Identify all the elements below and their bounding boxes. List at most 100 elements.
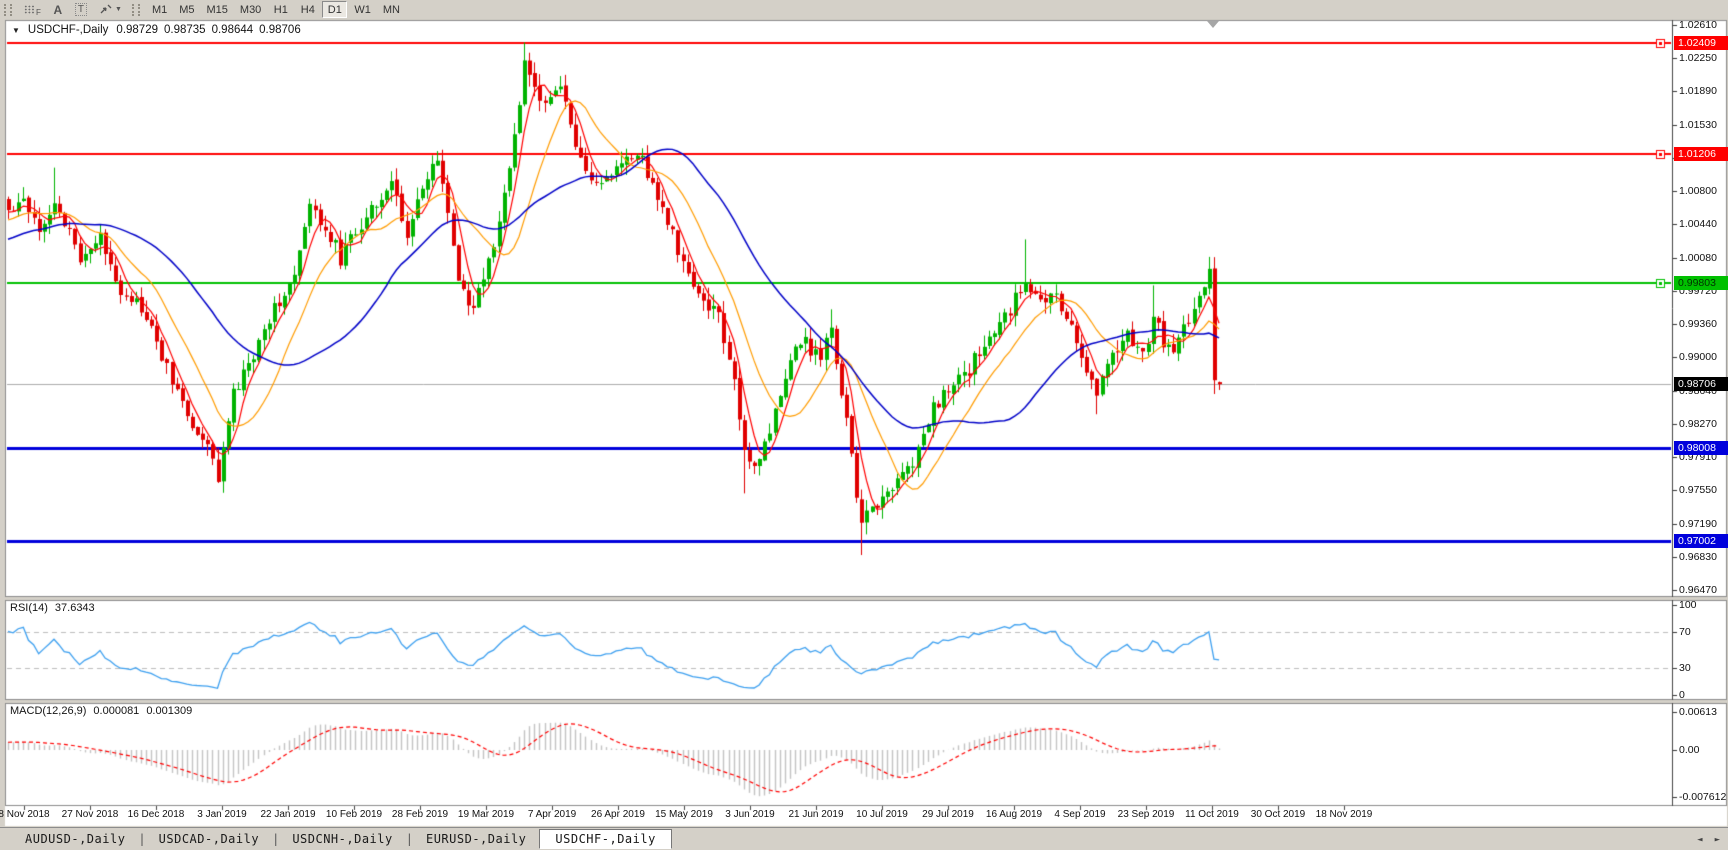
date-axis-label: 22 Jan 2019 [260, 809, 316, 820]
macd-main-value: 0.000081 [93, 705, 140, 717]
date-axis-label: 3 Jun 2019 [725, 809, 775, 820]
timeframe-button-h1[interactable]: H1 [273, 3, 288, 16]
price-axis-tick: 1.00800 [1679, 185, 1717, 198]
dot-grid-icon [24, 5, 35, 14]
rsi-axis-tick: 0 [1679, 689, 1685, 701]
chart-title: ▼ USDCHF-,Daily 0.98729 0.98735 0.98644 … [12, 24, 301, 36]
text-tool-label: T [74, 3, 87, 16]
timeframe-toolbar-grip-handle[interactable] [131, 3, 140, 16]
price-axis-tick: 0.97190 [1679, 517, 1717, 530]
timeframe-button-h4[interactable]: H4 [300, 3, 315, 16]
current-price-badge: 0.98706 [1674, 377, 1728, 392]
date-axis-label: 10 Feb 2019 [325, 809, 383, 820]
timeframe-button-group: M1 M5 M15 M30 H1 H4 D1 W1 MN [146, 1, 406, 18]
macd-signal-value: 0.001309 [146, 705, 193, 717]
tab-separator: | [272, 832, 280, 846]
level-price-badge: 0.98008 [1674, 441, 1728, 456]
macd-axis-tick: -0.007612 [1679, 791, 1727, 804]
high-value: 0.98735 [164, 24, 206, 36]
tab-scroll-controls: ◄ ► [1697, 835, 1720, 845]
ohlc-readout: 0.98729 0.98735 0.98644 0.98706 [116, 24, 300, 36]
level-price-badge: 1.02409 [1674, 36, 1728, 51]
level-price-badge: 0.99803 [1674, 276, 1728, 291]
level-price-badge: 0.97002 [1674, 534, 1728, 549]
date-axis-label: 21 Jun 2019 [788, 809, 844, 820]
price-axis-tick: 0.96830 [1679, 550, 1717, 563]
timeframe-button-m15[interactable]: M15 [206, 3, 228, 16]
price-axis-tick: 0.99000 [1679, 351, 1717, 364]
date-axis-label: 16 Dec 2018 [127, 809, 185, 820]
symbol-tab-usdcad[interactable]: USDCAD-,Daily [158, 832, 260, 846]
price-axis-tick: 1.01530 [1679, 118, 1717, 131]
date-axis-label: 3 Jan 2019 [197, 809, 247, 820]
symbol-tab-bar: AUDUSD-,Daily | USDCAD-,Daily | USDCNH-,Dail… [0, 827, 1728, 850]
timeframe-button-m5[interactable]: M5 [179, 3, 195, 16]
timeframe-button-w1[interactable]: W1 [354, 3, 371, 16]
date-axis-label: 8 Nov 2018 [0, 809, 50, 820]
price-axis-tick: 0.96470 [1679, 584, 1717, 596]
tab-separator: | [405, 832, 413, 846]
date-axis-label: 16 Aug 2019 [985, 809, 1043, 820]
date-axis-label: 18 Nov 2019 [1315, 809, 1373, 820]
tab-scroll-left-button[interactable]: ◄ [1697, 835, 1703, 845]
rsi-pane-label: RSI(14) 37.6343 [10, 602, 95, 614]
symbol-grid-icon[interactable]: F [19, 1, 46, 18]
date-axis-label: 19 Mar 2019 [457, 809, 515, 820]
tab-separator: | [138, 832, 146, 846]
price-axis-tick: 1.02250 [1679, 52, 1717, 65]
symbol-tab-usdchf[interactable]: USDCHF-,Daily [539, 829, 672, 849]
rsi-axis-tick: 30 [1679, 662, 1691, 674]
one-click-trading-toggle-icon[interactable]: ▼ [12, 25, 20, 35]
date-axis-label: 10 Jul 2019 [856, 809, 908, 820]
macd-axis-tick: 0.00 [1679, 744, 1700, 756]
date-axis-label: 29 Jul 2019 [922, 809, 974, 820]
date-axis-label: 7 Apr 2019 [527, 809, 577, 820]
toolbar-grip-handle[interactable] [4, 3, 12, 16]
date-axis-label: 15 May 2019 [655, 809, 713, 820]
date-axis-label: 30 Oct 2019 [1250, 809, 1306, 820]
date-axis-label: 4 Sep 2019 [1054, 809, 1106, 820]
rsi-value: 37.6343 [54, 602, 95, 614]
date-axis-label: 28 Feb 2019 [391, 809, 449, 820]
font-tool-button[interactable]: A [48, 1, 68, 18]
timeframe-button-mn[interactable]: MN [382, 3, 400, 16]
date-axis-label: 11 Oct 2019 [1185, 809, 1239, 820]
date-axis-label: 27 Nov 2018 [61, 809, 119, 820]
font-tool-label: A [53, 2, 63, 17]
symbol-tabs: AUDUSD-,Daily | USDCAD-,Daily | USDCNH-,Dail… [12, 829, 672, 849]
grid-f-label: F [36, 8, 41, 17]
tab-scroll-right-button[interactable]: ► [1714, 835, 1720, 845]
symbol-tab-usdcnh[interactable]: USDCNH-,Daily [292, 832, 393, 846]
timeframe-button-d1[interactable]: D1 [322, 1, 348, 18]
symbol-tab-audusd[interactable]: AUDUSD-,Daily [25, 832, 126, 846]
dropdown-caret-icon: ▼ [115, 6, 122, 13]
timeframe-button-m1[interactable]: M1 [151, 3, 168, 16]
chart-symbol-label: USDCHF-,Daily [27, 24, 109, 36]
price-axis-tick: 1.01890 [1679, 85, 1717, 98]
close-value: 0.98706 [259, 24, 301, 36]
rsi-axis-tick: 70 [1679, 626, 1691, 638]
price-axis-tick: 1.02610 [1679, 19, 1717, 31]
open-value: 0.98729 [116, 24, 158, 36]
macd-name: MACD(12,26,9) [10, 705, 87, 717]
rsi-axis-tick: 100 [1679, 599, 1697, 611]
chart-shift-marker-icon[interactable] [1207, 21, 1219, 28]
price-axis-tick: 0.98270 [1679, 417, 1717, 430]
cursor-mode-dropdown-button[interactable]: ▼ [94, 1, 127, 18]
date-axis-label: 26 Apr 2019 [591, 809, 645, 820]
timeframe-button-m30[interactable]: M30 [239, 3, 262, 16]
rsi-name: RSI(14) [10, 602, 48, 614]
price-axis-tick: 0.99360 [1679, 318, 1717, 331]
macd-pane-label: MACD(12,26,9) 0.000081 0.001309 [10, 705, 192, 717]
text-label-tool-button[interactable]: T [70, 1, 92, 18]
date-axis-label: 23 Sep 2019 [1117, 809, 1175, 820]
low-value: 0.98644 [211, 24, 254, 36]
price-axis-tick: 1.00440 [1679, 218, 1717, 231]
cursor-arrows-icon [100, 4, 112, 14]
macd-axis-tick: 0.00613 [1679, 705, 1717, 718]
toolbar: F A T ▼ M1 M5 M15 M30 H1 H4 D1 W1 MN [0, 0, 1728, 19]
price-axis-tick: 0.97550 [1679, 484, 1717, 497]
symbol-tab-eurusd[interactable]: EURUSD-,Daily [425, 832, 527, 846]
